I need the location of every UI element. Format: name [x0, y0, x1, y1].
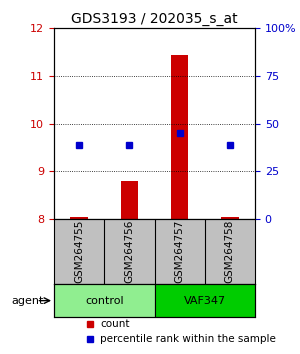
FancyBboxPatch shape: [154, 284, 255, 317]
Bar: [171, 55, 188, 219]
Text: GSM264756: GSM264756: [124, 220, 134, 283]
Text: agent: agent: [11, 296, 44, 306]
Text: VAF347: VAF347: [184, 296, 226, 306]
Title: GDS3193 / 202035_s_at: GDS3193 / 202035_s_at: [71, 12, 238, 26]
Text: GSM264755: GSM264755: [74, 220, 84, 283]
Text: percentile rank within the sample: percentile rank within the sample: [100, 335, 276, 344]
Text: GSM264758: GSM264758: [225, 220, 235, 283]
Text: count: count: [100, 319, 130, 330]
Bar: [221, 217, 239, 219]
Text: control: control: [85, 296, 124, 306]
Bar: [121, 181, 138, 219]
FancyBboxPatch shape: [54, 284, 154, 317]
Text: GSM264757: GSM264757: [175, 220, 184, 283]
Bar: [70, 217, 88, 219]
